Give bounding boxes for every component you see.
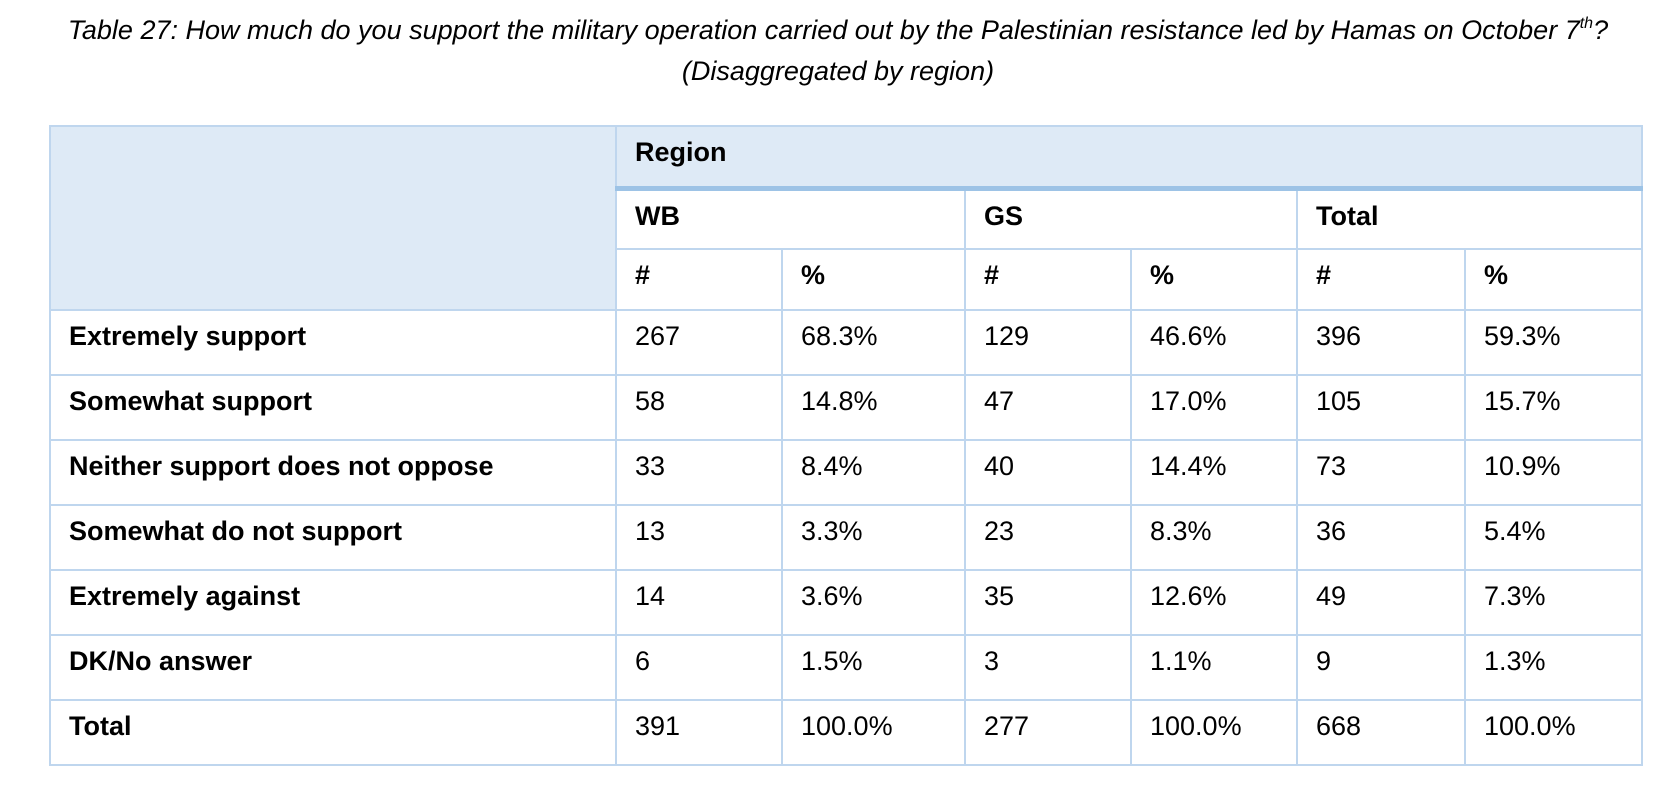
cell-wb-percent: 8.4% <box>781 439 966 506</box>
caption-superscript: th <box>1579 15 1594 32</box>
cell-wb-percent: 100.0% <box>781 699 966 766</box>
table-total-row: Total 391 100.0% 277 100.0% 668 100.0% <box>49 699 1644 766</box>
header-row-units: # % # % # % <box>50 248 1644 311</box>
cell-gs-percent: 14.4% <box>1130 439 1298 506</box>
cell-gs-percent: 17.0% <box>1130 374 1298 441</box>
cell-total-count: 9 <box>1296 634 1466 701</box>
cell-gs-count: 35 <box>964 569 1132 636</box>
header-row-region: Region <box>49 125 1644 311</box>
header-blank-cell <box>49 125 617 311</box>
cell-total-count: 49 <box>1296 569 1466 636</box>
cell-total-count: 73 <box>1296 439 1466 506</box>
cell-wb-percent: 3.3% <box>781 504 966 571</box>
unit-header-total-percent: % <box>1463 248 1644 311</box>
cell-wb-percent: 14.8% <box>781 374 966 441</box>
unit-header-gs-percent: % <box>1130 248 1298 311</box>
unit-header-wb-percent: % <box>781 248 966 311</box>
row-label: DK/No answer <box>49 634 617 701</box>
table-row: Somewhat do not support 13 3.3% 23 8.3% … <box>49 504 1644 571</box>
cell-gs-count: 40 <box>964 439 1132 506</box>
cell-gs-percent: 12.6% <box>1130 569 1298 636</box>
cell-wb-count: 33 <box>615 439 783 506</box>
row-label: Neither support does not oppose <box>49 439 617 506</box>
cell-total-count: 105 <box>1296 374 1466 441</box>
cell-gs-count: 277 <box>964 699 1132 766</box>
cell-wb-count: 58 <box>615 374 783 441</box>
unit-header-total-count: # <box>1296 248 1466 311</box>
cell-wb-percent: 3.6% <box>781 569 966 636</box>
cell-gs-count: 23 <box>964 504 1132 571</box>
cell-total-percent: 7.3% <box>1463 569 1644 636</box>
table-row: Extremely support 267 68.3% 129 46.6% 39… <box>49 309 1644 376</box>
cell-wb-percent: 1.5% <box>781 634 966 701</box>
support-by-region-table: Region WB GS Total # % # % # % Extremely… <box>49 125 1644 766</box>
cell-total-percent: 5.4% <box>1463 504 1644 571</box>
group-header-total: Total <box>1295 187 1644 250</box>
cell-gs-percent: 8.3% <box>1130 504 1298 571</box>
row-label: Extremely against <box>49 569 617 636</box>
table-row: Neither support does not oppose 33 8.4% … <box>49 439 1644 506</box>
row-label: Total <box>49 699 617 766</box>
cell-gs-percent: 100.0% <box>1130 699 1298 766</box>
cell-total-percent: 1.3% <box>1463 634 1644 701</box>
cell-gs-count: 129 <box>964 309 1132 376</box>
cell-total-percent: 10.9% <box>1463 439 1644 506</box>
group-header-gs: GS <box>964 187 1298 250</box>
cell-total-count: 36 <box>1296 504 1466 571</box>
row-label: Extremely support <box>49 309 617 376</box>
cell-wb-percent: 68.3% <box>781 309 966 376</box>
caption-suffix: ? (Disaggregated by region) <box>681 15 1609 86</box>
cell-wb-count: 13 <box>615 504 783 571</box>
table-row: DK/No answer 6 1.5% 3 1.1% 9 1.3% <box>49 634 1644 701</box>
cell-wb-count: 391 <box>615 699 783 766</box>
cell-gs-count: 47 <box>964 374 1132 441</box>
unit-header-gs-count: # <box>964 248 1132 311</box>
cell-total-percent: 100.0% <box>1463 699 1644 766</box>
row-label: Somewhat support <box>49 374 617 441</box>
cell-wb-count: 14 <box>615 569 783 636</box>
region-header: Region <box>614 125 1644 191</box>
cell-wb-count: 6 <box>615 634 783 701</box>
cell-gs-percent: 46.6% <box>1130 309 1298 376</box>
table-caption: Table 27: How much do you support the mi… <box>20 10 1656 92</box>
cell-wb-count: 267 <box>615 309 783 376</box>
cell-gs-count: 3 <box>964 634 1132 701</box>
cell-total-count: 396 <box>1296 309 1466 376</box>
table-row: Extremely against 14 3.6% 35 12.6% 49 7.… <box>49 569 1644 636</box>
group-header-wb: WB <box>615 187 966 250</box>
cell-total-percent: 15.7% <box>1463 374 1644 441</box>
cell-total-percent: 59.3% <box>1463 309 1644 376</box>
cell-total-count: 668 <box>1296 699 1466 766</box>
header-row-groups: WB GS Total <box>50 187 1644 250</box>
unit-header-wb-count: # <box>615 248 783 311</box>
cell-gs-percent: 1.1% <box>1130 634 1298 701</box>
row-label: Somewhat do not support <box>49 504 617 571</box>
caption-prefix: Table 27: How much do you support the mi… <box>67 15 1580 45</box>
table-row: Somewhat support 58 14.8% 47 17.0% 105 1… <box>49 374 1644 441</box>
